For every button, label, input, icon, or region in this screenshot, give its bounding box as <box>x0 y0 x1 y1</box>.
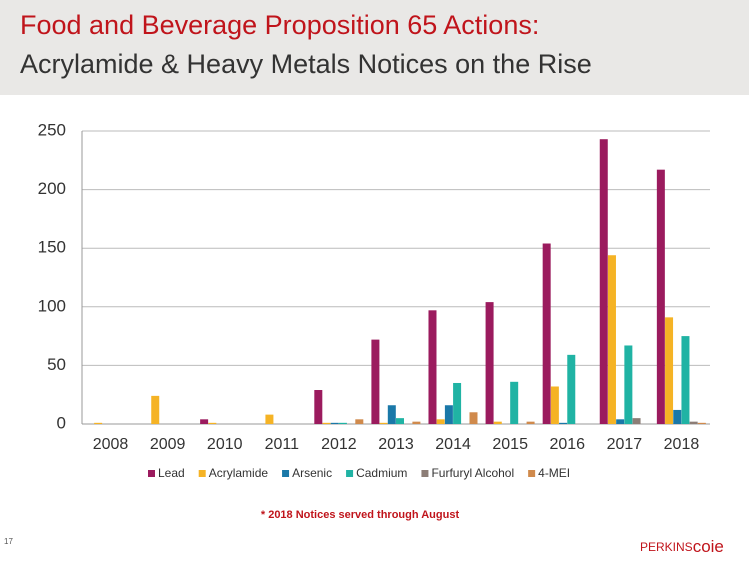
footnote: * 2018 Notices served through August <box>261 509 460 521</box>
x-tick-label: 2012 <box>321 436 357 453</box>
page-number: 17 <box>4 537 13 546</box>
bar <box>379 422 388 424</box>
bar <box>444 405 453 424</box>
bar <box>396 418 404 424</box>
logo-light: coie <box>693 537 724 556</box>
bar <box>355 419 364 424</box>
bar <box>338 422 347 424</box>
legend-swatch <box>528 470 536 477</box>
legend-swatch <box>198 470 206 477</box>
bar <box>607 255 616 424</box>
legend-label: Furfuryl Alcohol <box>431 466 514 480</box>
bar <box>387 405 396 424</box>
x-tick-label: 2014 <box>435 436 471 453</box>
bar <box>469 412 478 424</box>
y-tick-label: 150 <box>38 238 66 257</box>
bar <box>314 390 323 424</box>
legend-swatch <box>282 470 290 477</box>
legend-label: Arsenic <box>292 466 332 480</box>
chart: 0 50 100 150 200 250 2008 2009 2010 2011 2012 2013 2… <box>38 120 710 480</box>
x-tick-label: 2009 <box>150 436 186 453</box>
y-tick-label: 250 <box>38 120 66 139</box>
bar <box>436 419 445 424</box>
x-tick-label: 2018 <box>664 436 700 453</box>
bar <box>485 302 494 424</box>
bar <box>632 418 641 424</box>
bar <box>665 317 674 424</box>
legend-label: Acrylamide <box>209 466 269 480</box>
bar <box>200 419 209 424</box>
y-tick-label: 50 <box>47 355 66 374</box>
bar <box>151 395 160 424</box>
bar <box>567 354 576 424</box>
x-tick-label: 2016 <box>549 436 585 453</box>
bar <box>681 336 690 424</box>
bar <box>371 339 380 424</box>
x-tick-label: 2011 <box>265 436 300 453</box>
x-tick-label: 2013 <box>378 436 414 453</box>
bar <box>453 382 462 424</box>
slide-subtitle: Acrylamide & Heavy Metals Notices on the… <box>20 49 592 79</box>
bar <box>526 421 535 424</box>
legend-label: Cadmium <box>356 466 407 480</box>
legend-swatch <box>346 470 354 477</box>
bar <box>94 422 103 424</box>
bar <box>493 421 502 424</box>
bar <box>689 421 698 424</box>
y-tick-label: 100 <box>38 296 66 315</box>
bar <box>265 414 274 424</box>
bar <box>542 243 551 424</box>
legend-swatch <box>421 470 429 477</box>
x-tick-label: 2017 <box>607 436 643 453</box>
bar <box>412 421 421 424</box>
header-band <box>0 0 749 95</box>
bar <box>616 419 625 424</box>
bar <box>599 139 608 425</box>
legend-swatch <box>148 470 155 477</box>
slide-title: Food and Beverage Proposition 65 Actions… <box>20 10 539 40</box>
bar <box>330 422 339 424</box>
bar <box>322 422 331 424</box>
bar <box>559 422 568 424</box>
bar <box>697 422 706 424</box>
bar <box>656 169 665 424</box>
bar <box>673 409 682 424</box>
bar <box>550 386 559 424</box>
y-tick-label: 0 <box>57 413 66 432</box>
x-tick-label: 2015 <box>492 436 528 453</box>
legend-label: 4-MEI <box>538 466 570 480</box>
logo-strong: PERKINS <box>640 540 693 554</box>
x-tick-label: 2010 <box>207 436 243 453</box>
x-tick-label: 2008 <box>93 436 129 453</box>
bar <box>510 381 519 424</box>
y-tick-label: 200 <box>38 179 66 198</box>
legend-label: Lead <box>158 466 185 480</box>
logo: PERKINScoie <box>640 537 724 556</box>
bar <box>428 310 437 424</box>
bar <box>624 345 633 424</box>
bar <box>208 422 217 424</box>
